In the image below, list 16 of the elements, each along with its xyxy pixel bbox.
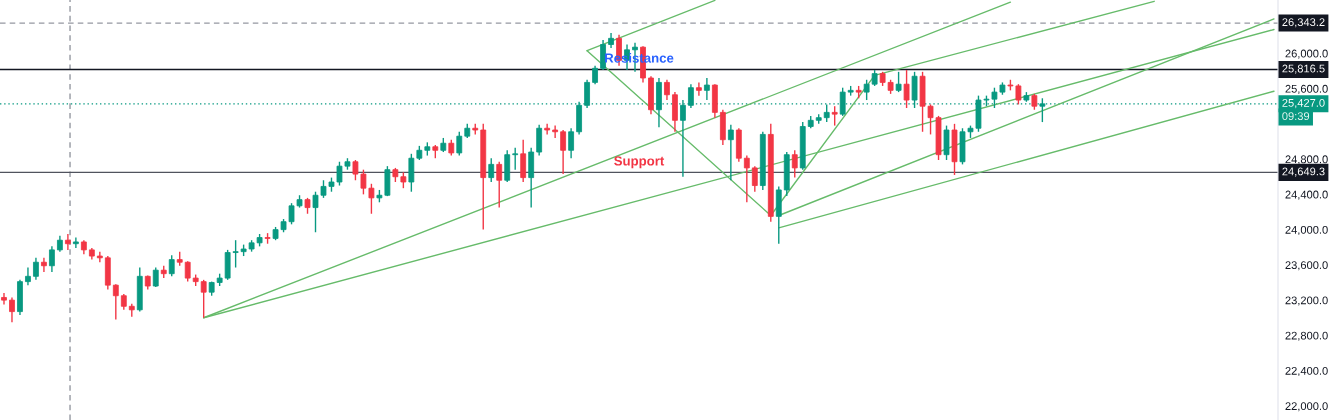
text: 09:39 xyxy=(1282,112,1310,121)
y-tick-label: 23,200.0 xyxy=(1285,296,1328,306)
ref-line-label: 26,343.2 xyxy=(1282,18,1325,28)
y-tick-label: 26,000.0 xyxy=(1285,49,1328,59)
y-tick-label: 22,400.0 xyxy=(1285,366,1328,377)
ref-line-label: 25,816.5 xyxy=(1282,64,1325,74)
ref-line-label: 25,427.0 xyxy=(1282,98,1325,109)
y-tick-label: 24,000.0 xyxy=(1285,225,1328,236)
ref-line-label: 24,649.3 xyxy=(1282,167,1325,177)
annotation: Support xyxy=(614,156,665,169)
y-tick-label: 22,800.0 xyxy=(1285,331,1328,341)
y-tick-label: 24,400.0 xyxy=(1285,190,1328,200)
y-tick-label: 22,000.0 xyxy=(1285,402,1328,412)
y-tick-label: 25,600.0 xyxy=(1285,84,1328,95)
y-tick-label: 24,800.0 xyxy=(1285,155,1328,165)
y-tick-label: 23,600.0 xyxy=(1285,261,1328,271)
